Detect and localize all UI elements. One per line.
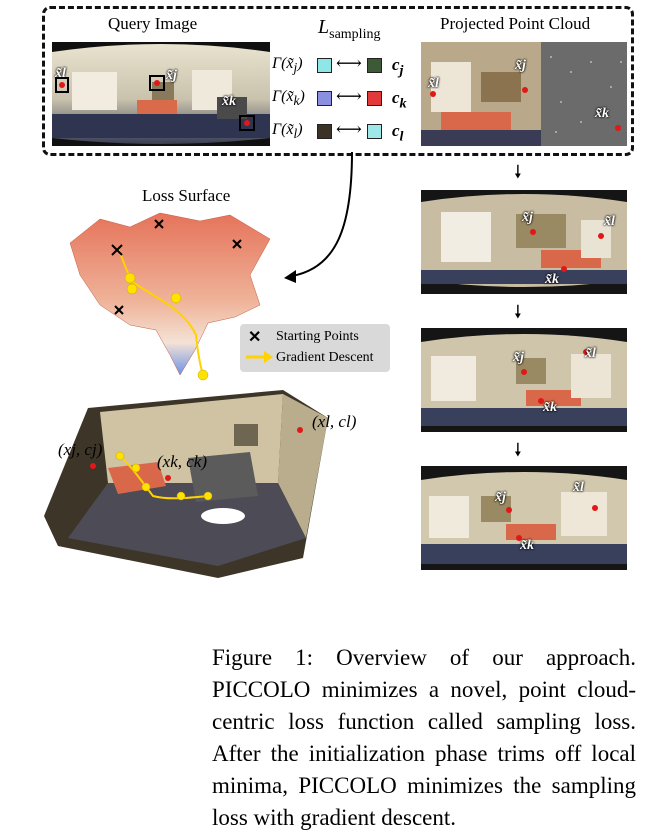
proj2-mark-j: x̃j <box>522 210 533 225</box>
double-arrow-icon: ⟷ <box>336 86 362 106</box>
down-arrow-icon: 🠗 <box>514 440 522 460</box>
proj1-mark-j: x̃j <box>515 58 526 73</box>
proj3-mark-k: x̃k <box>543 400 557 415</box>
loss-surface-label: Loss Surface <box>142 186 231 205</box>
swatch-query-color-k <box>317 91 332 106</box>
yellow-arrow-icon <box>246 351 273 363</box>
sampling-loss-label: Lsampling <box>318 16 381 42</box>
pointcloud-label-k: (xk, ck) <box>157 452 208 471</box>
query-mark-k: x̃k <box>222 94 236 109</box>
projected-image-2 <box>421 190 627 294</box>
pointcloud-label-l: (xl, cl) <box>312 412 357 431</box>
swatch-point-color-k <box>367 91 382 106</box>
double-arrow-icon: ⟷ <box>336 53 362 73</box>
swatch-query-color-j <box>317 58 332 73</box>
projected-point-cloud-label: Projected Point Cloud <box>440 14 591 33</box>
projected-image-3 <box>421 328 627 432</box>
overview-dashed-box <box>42 6 634 156</box>
legend <box>240 324 390 372</box>
query-mark-j: x̃j <box>166 68 177 83</box>
projected-image-4 <box>421 466 627 570</box>
proj3-mark-j: x̃j <box>513 350 524 365</box>
proj4-mark-l: x̃l <box>573 480 584 495</box>
down-arrow-icon: 🠗 <box>514 302 522 322</box>
down-arrow-icon: 🠗 <box>514 162 522 182</box>
x-marker-icon: ✕ <box>248 329 262 346</box>
swatch-point-color-l <box>367 124 382 139</box>
projected-image-1 <box>421 42 627 146</box>
proj3-mark-l: x̃l <box>585 346 596 361</box>
query-mark-l: x̃l <box>55 66 66 81</box>
curved-arrow-icon <box>284 151 353 283</box>
proj4-mark-k: x̃k <box>520 538 534 553</box>
pointcloud-label-j: (xj, cj) <box>58 440 103 459</box>
proj1-mark-l: x̃l <box>428 76 439 91</box>
swatch-query-color-l <box>317 124 332 139</box>
query-image-label: Query Image <box>108 14 198 33</box>
proj1-mark-k: x̃k <box>595 106 609 121</box>
legend-starting-points: Starting Points <box>276 329 359 344</box>
proj4-mark-j: x̃j <box>495 490 506 505</box>
legend-gradient-descent: Gradient Descent <box>276 350 374 365</box>
figure-caption: Figure 1: Overview of our approach. PICC… <box>212 645 636 830</box>
swatch-point-color-j <box>367 58 382 73</box>
point-cloud-3d <box>44 390 328 578</box>
double-arrow-icon: ⟷ <box>336 119 362 139</box>
proj2-mark-k: x̃k <box>545 272 559 287</box>
proj2-mark-l: x̃l <box>604 214 615 229</box>
loss-surface <box>69 212 271 381</box>
query-image <box>52 42 270 146</box>
